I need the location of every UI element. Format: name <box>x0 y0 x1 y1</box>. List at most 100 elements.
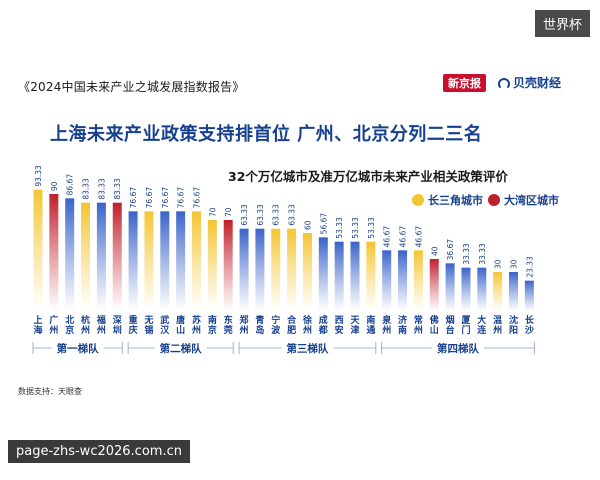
bar-19 <box>334 241 344 311</box>
tier-1: 第二梯队 <box>127 342 234 355</box>
category-label-18: 成都 <box>318 314 328 336</box>
category-label-8: 武汉 <box>160 314 170 336</box>
value-label-1: 90 <box>50 181 59 191</box>
value-label-18: 56.67 <box>319 213 328 235</box>
category-label-23: 济南 <box>398 314 408 336</box>
watermark-badge: 世界杯 <box>534 10 590 37</box>
value-label-0: 93.33 <box>34 165 43 187</box>
value-label-17: 60 <box>303 220 312 230</box>
bar-2 <box>65 198 75 311</box>
beike-logo-icon <box>498 78 510 90</box>
category-label-29: 温州 <box>492 314 502 336</box>
category-label-30: 沈阳 <box>509 314 518 336</box>
category-label-27: 厦门 <box>461 315 471 336</box>
bar-3 <box>81 202 91 311</box>
value-label-10: 76.67 <box>193 187 202 209</box>
value-label-8: 76.67 <box>161 187 170 209</box>
bar-10 <box>192 211 201 311</box>
category-label-13: 郑州 <box>239 314 249 336</box>
tier-2: 第三梯队 <box>238 342 377 355</box>
bar-1 <box>49 194 59 311</box>
value-label-19: 53.33 <box>335 217 344 239</box>
category-label-3: 杭州 <box>80 314 90 336</box>
category-label-1: 广州 <box>48 314 58 336</box>
category-label-6: 重庆 <box>128 314 138 336</box>
bar-16 <box>287 228 297 311</box>
bar-11 <box>207 220 217 311</box>
category-label-5: 深圳 <box>113 314 122 336</box>
report-title: 《2024中国未来产业之城发展指数报告》 <box>18 80 245 94</box>
bar-15 <box>271 228 281 311</box>
value-label-11: 70 <box>208 207 217 217</box>
category-label-11: 南京 <box>208 314 217 336</box>
legend-dot-yrd <box>412 194 424 206</box>
bar-23 <box>398 250 408 311</box>
value-label-28: 33.33 <box>478 243 487 265</box>
bar-9 <box>176 211 186 311</box>
value-label-3: 83.33 <box>82 178 91 200</box>
legend-label-gba: 大湾区城市 <box>504 194 559 207</box>
bar-12 <box>223 220 233 311</box>
category-label-4: 福州 <box>96 314 106 336</box>
value-label-9: 76.67 <box>177 187 186 209</box>
category-label-16: 合肥 <box>287 314 297 336</box>
bar-5 <box>112 202 122 311</box>
value-label-30: 30 <box>510 259 519 269</box>
category-label-2: 北京 <box>65 314 74 336</box>
value-label-5: 83.33 <box>113 178 122 200</box>
bar-20 <box>350 241 360 311</box>
category-label-22: 泉州 <box>381 314 392 336</box>
value-label-29: 30 <box>494 259 503 269</box>
category-label-20: 天津 <box>350 315 360 336</box>
bar-0 <box>33 189 43 311</box>
value-label-27: 33.33 <box>462 243 471 265</box>
bar-8 <box>160 211 170 311</box>
legend-label-yrd: 长三角城市 <box>428 194 483 207</box>
value-label-7: 76.67 <box>145 187 154 209</box>
brand-beike-label: 贝壳财经 <box>513 76 562 90</box>
value-label-20: 53.33 <box>351 217 360 239</box>
value-label-23: 46.67 <box>399 226 408 248</box>
value-label-24: 46.67 <box>414 226 423 248</box>
category-label-15: 宁波 <box>271 314 281 336</box>
value-label-16: 63.33 <box>288 204 297 226</box>
legend-item-gba: 大湾区城市 <box>488 192 559 208</box>
legend-dot-gba <box>488 194 500 206</box>
category-label-10: 苏州 <box>191 314 201 336</box>
bar-26 <box>445 263 455 311</box>
category-label-26: 烟台 <box>446 314 455 336</box>
bar-21 <box>366 241 376 311</box>
bar-30 <box>509 272 518 311</box>
bar-28 <box>477 267 487 311</box>
category-label-31: 长沙 <box>525 314 535 336</box>
value-label-13: 63.33 <box>240 204 249 226</box>
category-label-12: 东莞 <box>223 314 233 336</box>
bar-22 <box>382 250 392 311</box>
tier-label-1: 第二梯队 <box>160 342 202 355</box>
value-label-4: 83.33 <box>97 178 106 200</box>
value-label-31: 23.33 <box>525 256 534 278</box>
tier-label-3: 第四梯队 <box>437 342 479 355</box>
bar-13 <box>239 228 249 311</box>
bar-18 <box>318 237 328 311</box>
category-label-0: 上海 <box>33 314 42 336</box>
report-card: 《2024中国未来产业之城发展指数报告》 新京报 贝壳财经 上海未来产业政策支持… <box>0 68 600 418</box>
chart-title: 32个万亿城市及准万亿城市未来产业相关政策评价 <box>228 169 508 184</box>
bar-27 <box>461 267 471 311</box>
tier-3: 第四梯队 <box>381 342 535 355</box>
url-badge: page-zhs-wc2026.com.cn <box>8 440 190 463</box>
value-label-12: 70 <box>224 207 233 217</box>
bar-7 <box>144 211 154 311</box>
data-source: 数据支持：天眼查 <box>18 387 82 396</box>
bar-chart: 93.33 上海 90 广州 86.67 北京 83.33 杭州 83.33 福州 83.33 深圳 7… <box>32 165 535 355</box>
value-label-26: 36.67 <box>446 239 455 261</box>
category-label-21: 南通 <box>366 314 375 336</box>
headline: 上海未来产业政策支持排首位 广州、北京分列二三名 <box>50 124 483 145</box>
bar-24 <box>413 250 423 311</box>
tier-label-0: 第一梯队 <box>57 342 99 355</box>
value-label-6: 76.67 <box>129 187 138 209</box>
legend-item-yrd: 长三角城市 <box>412 192 483 208</box>
category-label-7: 无锡 <box>143 315 153 336</box>
value-label-2: 86.67 <box>66 174 75 196</box>
category-label-9: 唐山 <box>176 314 185 336</box>
